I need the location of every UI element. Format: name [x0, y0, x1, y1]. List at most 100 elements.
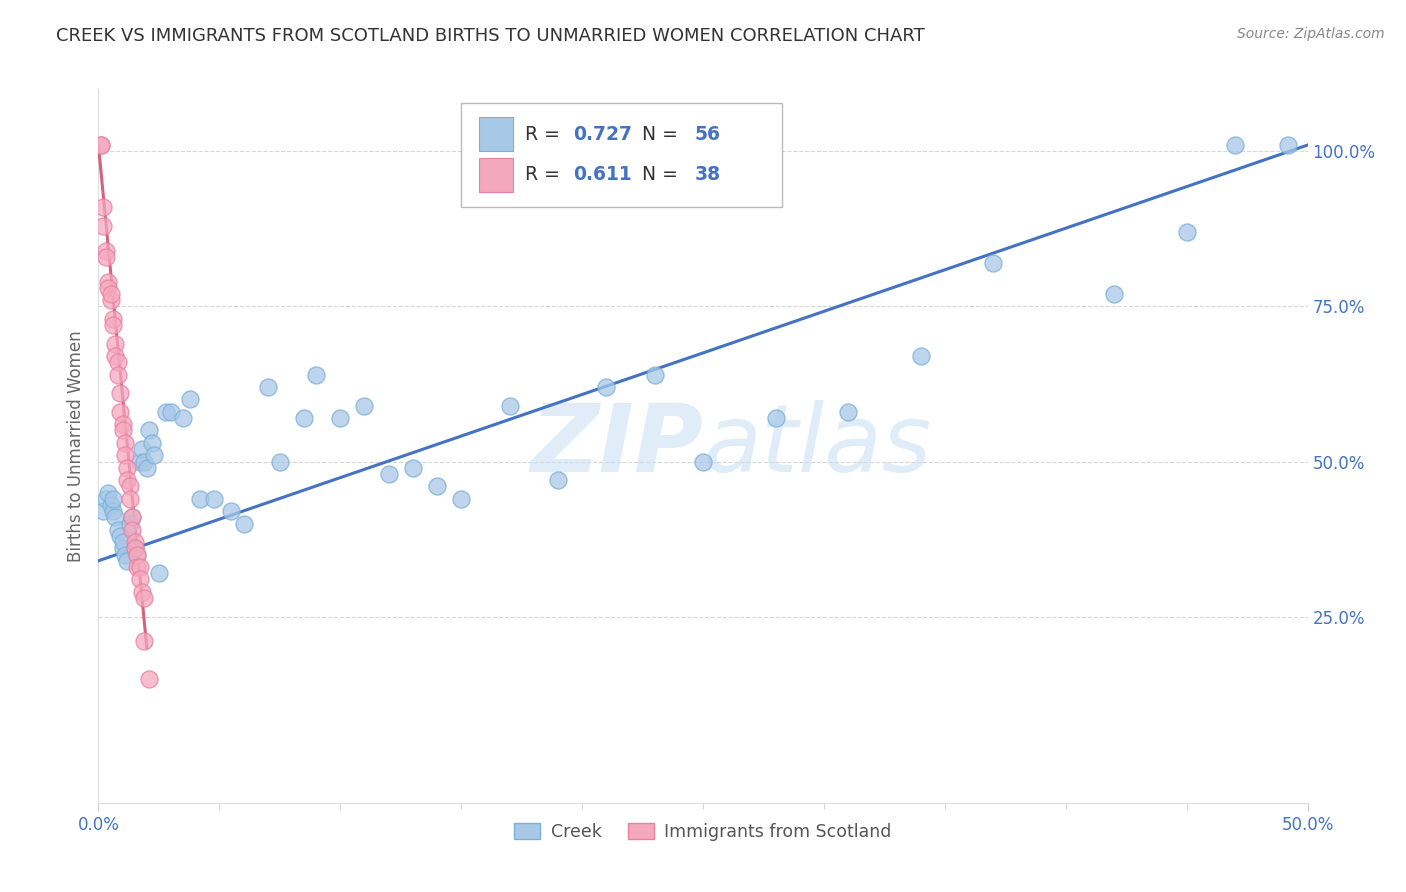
- Point: [104, 336, 127, 351]
- Point: [114, 436, 136, 450]
- Point: [90, 138, 112, 153]
- Point: [134, 454, 156, 468]
- Point: [97, 275, 120, 289]
- Point: [1223, 138, 1246, 153]
- Point: [837, 405, 859, 419]
- Point: [121, 523, 143, 537]
- Point: [188, 491, 211, 506]
- Point: [124, 541, 146, 556]
- Point: [90, 138, 112, 153]
- Point: [114, 448, 136, 462]
- Point: [97, 485, 120, 500]
- Point: [101, 491, 124, 506]
- Text: R =: R =: [526, 165, 567, 185]
- Point: [138, 672, 160, 686]
- Point: [221, 504, 243, 518]
- Text: 38: 38: [695, 165, 721, 185]
- Point: [94, 491, 117, 506]
- Point: [232, 516, 254, 531]
- Text: ZIP: ZIP: [530, 400, 703, 492]
- Point: [131, 442, 153, 456]
- Point: [111, 417, 134, 432]
- Point: [121, 510, 143, 524]
- Point: [101, 504, 124, 518]
- Point: [94, 244, 117, 258]
- Point: [910, 349, 932, 363]
- Point: [101, 318, 124, 332]
- Point: [108, 529, 131, 543]
- Point: [138, 424, 160, 438]
- Point: [107, 523, 129, 537]
- Point: [121, 510, 143, 524]
- Point: [107, 355, 129, 369]
- Point: [148, 566, 170, 581]
- Point: [104, 349, 127, 363]
- Text: R =: R =: [526, 125, 567, 144]
- FancyBboxPatch shape: [479, 158, 513, 192]
- Point: [124, 535, 146, 549]
- Text: Source: ZipAtlas.com: Source: ZipAtlas.com: [1237, 27, 1385, 41]
- Y-axis label: Births to Unmarried Women: Births to Unmarried Women: [66, 330, 84, 562]
- Legend: Creek, Immigrants from Scotland: Creek, Immigrants from Scotland: [508, 816, 898, 847]
- Point: [204, 491, 226, 506]
- Point: [765, 411, 787, 425]
- Point: [172, 411, 194, 425]
- Text: N =: N =: [624, 125, 685, 144]
- Point: [128, 560, 150, 574]
- Point: [97, 281, 120, 295]
- Text: 0.727: 0.727: [574, 125, 633, 144]
- Point: [134, 634, 156, 648]
- Point: [1102, 287, 1125, 301]
- Point: [256, 380, 278, 394]
- Text: CREEK VS IMMIGRANTS FROM SCOTLAND BIRTHS TO UNMARRIED WOMEN CORRELATION CHART: CREEK VS IMMIGRANTS FROM SCOTLAND BIRTHS…: [56, 27, 925, 45]
- Point: [143, 448, 166, 462]
- Point: [305, 368, 328, 382]
- Point: [692, 454, 714, 468]
- Point: [117, 473, 139, 487]
- Point: [179, 392, 201, 407]
- Point: [131, 584, 153, 599]
- Point: [644, 368, 666, 382]
- Point: [128, 573, 150, 587]
- Point: [127, 548, 149, 562]
- Text: N =: N =: [624, 165, 685, 185]
- Point: [160, 405, 183, 419]
- Point: [426, 479, 449, 493]
- Point: [353, 399, 375, 413]
- Point: [498, 399, 520, 413]
- Point: [111, 541, 134, 556]
- Point: [1175, 225, 1198, 239]
- Point: [377, 467, 399, 481]
- Point: [547, 473, 569, 487]
- Point: [118, 491, 141, 506]
- Point: [128, 454, 150, 468]
- Point: [402, 460, 425, 475]
- Point: [101, 311, 124, 326]
- Point: [329, 411, 352, 425]
- Point: [114, 548, 136, 562]
- Point: [117, 554, 139, 568]
- Point: [100, 498, 122, 512]
- Point: [127, 560, 149, 574]
- Point: [124, 541, 146, 556]
- Text: atlas: atlas: [703, 401, 931, 491]
- FancyBboxPatch shape: [479, 117, 513, 152]
- Point: [141, 436, 163, 450]
- Point: [269, 454, 291, 468]
- Point: [134, 591, 156, 605]
- Point: [117, 460, 139, 475]
- FancyBboxPatch shape: [461, 103, 782, 207]
- Point: [118, 479, 141, 493]
- Text: 56: 56: [695, 125, 720, 144]
- Point: [1277, 138, 1299, 153]
- Point: [108, 405, 131, 419]
- Point: [94, 250, 117, 264]
- Point: [595, 380, 617, 394]
- Point: [107, 368, 129, 382]
- Point: [135, 460, 157, 475]
- Point: [118, 516, 141, 531]
- Text: 0.611: 0.611: [574, 165, 633, 185]
- Point: [91, 200, 114, 214]
- Point: [292, 411, 315, 425]
- Point: [111, 424, 134, 438]
